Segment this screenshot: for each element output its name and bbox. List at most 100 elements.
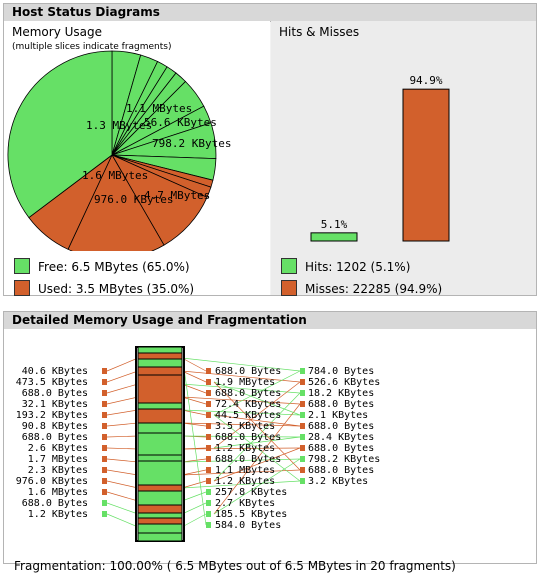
fragment-block [137,523,183,534]
fragment-connector [106,513,139,528]
left-fragment-label: 688.0 Bytes [22,388,88,399]
fragment-marker [102,445,107,451]
fragment-connector [181,383,301,394]
legend-hits: Hits: 1202 (5.1%) [281,258,410,274]
fragment-block [137,374,183,404]
fragment-marker [300,379,305,385]
fragment-marker [102,401,107,407]
memory-usage-section: Memory Usage (multiple slices indicate f… [4,21,270,296]
fragment-connector [106,383,139,394]
fragment-marker [300,478,305,484]
right-fragment-label: 2.1 KBytes [308,410,368,421]
fragment-marker [206,401,211,407]
fragment-connector [181,513,207,528]
bar-misses [402,88,450,242]
fragment-marker [206,467,211,473]
mid-fragment-label: 3.5 KBytes [215,421,275,432]
mid-fragment-label: 44.5 KBytes [215,410,281,421]
mid-fragment-label: 257.8 KBytes [215,487,287,498]
fragment-connector [106,409,139,416]
fragment-block [137,346,183,354]
fragment-connector [181,458,301,463]
fragment-connector [181,491,207,502]
right-fragment-label: 526.6 KBytes [308,377,380,388]
legend-misses-swatch [281,280,297,296]
fragment-connector [213,381,301,449]
fragment-connector [213,403,301,515]
bar-hits [310,232,358,242]
fragment-connector [213,381,301,471]
fragment-connector [213,458,301,515]
fragment-connector [181,370,207,383]
fragment-marker [206,500,211,506]
fragment-marker [206,489,211,495]
fragment-block [137,358,183,368]
fragment-block [137,432,183,456]
pie-label-1: 1.1 MBytes [126,102,192,115]
fragment-marker [102,478,107,484]
fragment-marker [206,456,211,462]
legend-used-label: Used: 3.5 MBytes (35.0%) [38,282,195,296]
right-fragment-label: 798.2 KBytes [308,454,380,465]
mid-fragment-label: 1.2 KBytes [215,443,275,454]
fragment-connector [181,447,301,450]
fragment-connector [106,357,139,372]
fragment-connector [106,370,139,383]
fragment-marker [102,467,107,473]
fragment-marker [206,390,211,396]
fragment-connector [181,480,207,489]
left-fragment-label: 2.6 KBytes [28,443,88,454]
fragment-marker [300,390,305,396]
right-fragment-label: 784.0 Bytes [308,366,374,377]
right-fragment-label: 3.2 KBytes [308,476,368,487]
fragment-block [137,517,183,525]
fragment-connector [181,458,207,463]
legend-free-swatch [14,258,30,274]
fragment-marker [102,412,107,418]
bar-label-misses: 94.9% [409,74,442,87]
mid-fragment-label: 1.9 MBytes [215,377,275,388]
fragment-marker [102,423,107,429]
fragment-marker [300,401,305,407]
fragment-block [137,366,183,376]
fragment-marker [102,434,107,440]
fragmentation-section: 40.6 KBytes 473.5 KBytes 688.0 Bytes 32.1 K… [4,329,536,573]
fragment-marker [102,390,107,396]
hits-misses-title: Hits & Misses [279,25,360,39]
fragment-marker [206,478,211,484]
legend-misses: Misses: 22285 (94.9%) [281,280,442,296]
fragment-connector [181,357,207,372]
fragment-connector [181,409,207,416]
fragment-marker [300,445,305,451]
fragment-block [137,490,183,506]
legend-used: Used: 3.5 MBytes (35.0%) [14,280,194,296]
fragment-connector [181,469,207,476]
fragment-marker [206,511,211,517]
fragment-marker [300,368,305,374]
pie-label-4: 798.2 KBytes [152,137,231,150]
fragment-block [137,504,183,514]
fragment-block [137,512,183,519]
fragment-block [137,408,183,424]
fragment-block [137,454,183,462]
mid-fragment-label: 688.0 Bytes [215,366,281,377]
left-fragment-label: 90.8 KBytes [22,421,88,432]
fragment-connector [181,409,301,416]
fragment-block [137,402,183,410]
right-fragment-label: 688.0 Bytes [308,399,374,410]
fragment-block [137,422,183,434]
left-fragment-label: 473.5 KBytes [16,377,88,388]
bar-label-hits: 5.1% [321,218,348,231]
left-fragment-label: 976.0 KBytes [16,476,88,487]
left-fragment-label: 2.3 KBytes [28,465,88,476]
fragment-marker [102,379,107,385]
fragment-connector [106,469,139,476]
fragment-connector [106,458,139,463]
fragment-marker [300,456,305,462]
fragmentation-panel: Detailed Memory Usage and Fragmentation … [3,311,537,573]
fragment-connector [181,422,301,427]
fragment-marker [300,423,305,429]
fragment-connector [181,396,207,405]
fragment-connector [181,353,207,526]
